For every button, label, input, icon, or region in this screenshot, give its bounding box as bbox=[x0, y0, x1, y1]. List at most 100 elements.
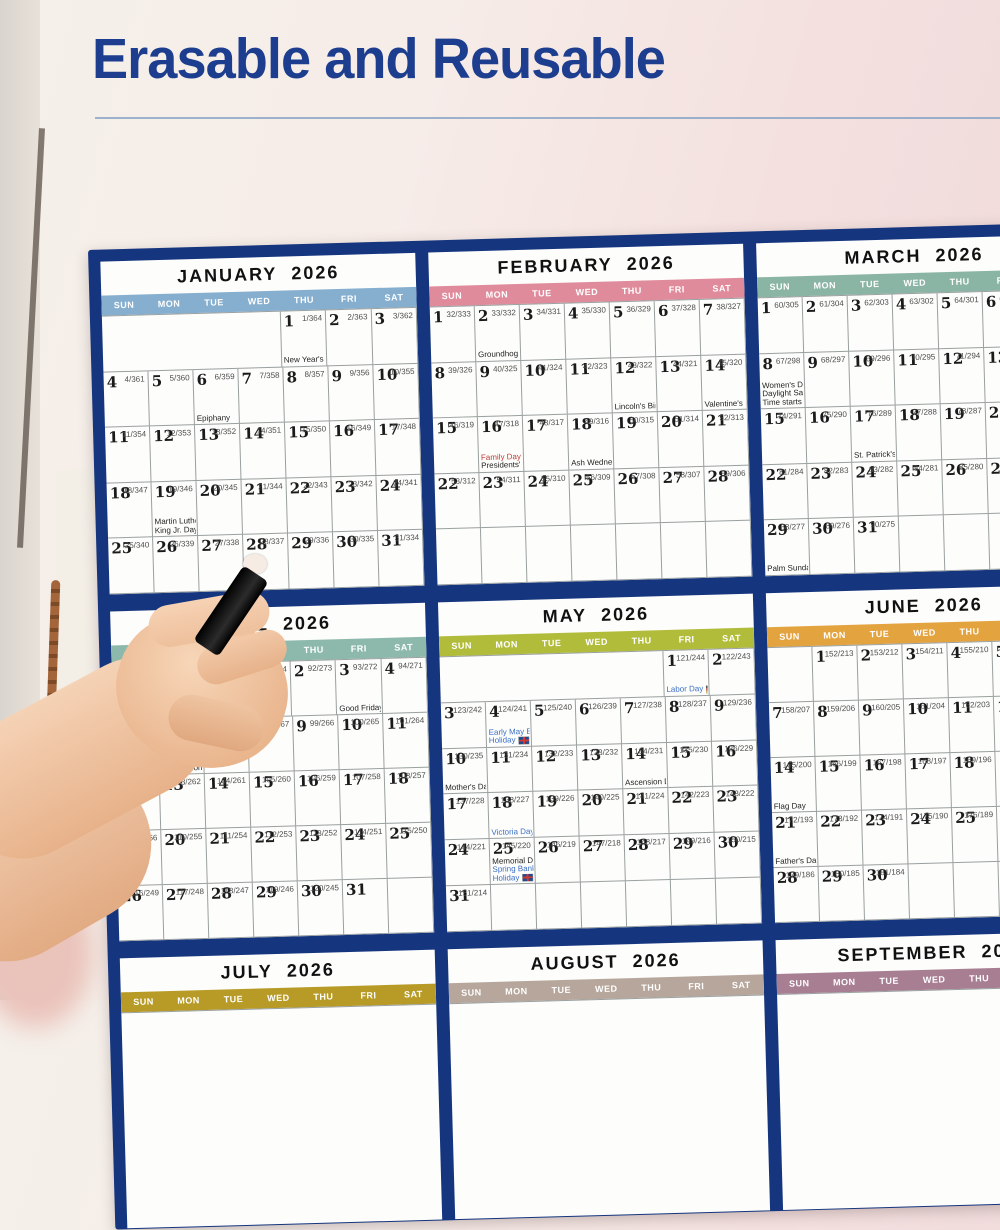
empty-cell bbox=[235, 312, 281, 369]
day-of-year: 154/211 bbox=[915, 646, 944, 656]
day-of-year: 56/309 bbox=[586, 472, 611, 482]
day-of-year: 114/251 bbox=[354, 827, 383, 837]
date-number: 2 bbox=[806, 298, 817, 316]
holiday-label: Holiday bbox=[489, 736, 530, 746]
weekday-label: SUN bbox=[776, 973, 822, 994]
date-number: 9 bbox=[296, 717, 307, 735]
weekday-label: FRI bbox=[674, 976, 720, 997]
day-of-year: 110/255 bbox=[174, 832, 203, 842]
empty-cell bbox=[491, 884, 537, 931]
weekday-label: MON bbox=[821, 972, 867, 993]
day-of-year: 8/357 bbox=[304, 369, 324, 379]
day-of-year: 126/239 bbox=[588, 701, 617, 711]
date-number: 4 bbox=[106, 373, 117, 391]
date-number: 31 bbox=[346, 880, 367, 899]
weekday-label: WED bbox=[902, 622, 948, 643]
day-of-year: 160/205 bbox=[871, 703, 900, 713]
day-of-year: 81/284 bbox=[779, 467, 804, 477]
date-number: 3 bbox=[339, 661, 350, 679]
day-of-year: 165/200 bbox=[783, 760, 812, 770]
day-of-year: 69/296 bbox=[866, 353, 891, 363]
day-of-year: 24/341 bbox=[393, 478, 418, 488]
weekday-label: WED bbox=[892, 272, 938, 293]
day-of-year: 13/352 bbox=[212, 427, 237, 437]
week-row: 19109/25620110/25521111/25422112/2532311… bbox=[116, 823, 432, 887]
weekday-label: TUE bbox=[529, 633, 575, 654]
day-of-year: 1/364 bbox=[302, 313, 322, 323]
day-cell: 19170/195 bbox=[995, 751, 1000, 807]
holiday-label: Father's Day bbox=[775, 856, 816, 866]
empty-cell bbox=[191, 313, 237, 370]
day-of-year: 41/324 bbox=[538, 362, 563, 372]
day-of-year: 93/272 bbox=[353, 662, 378, 672]
date-number: 9 bbox=[331, 367, 342, 385]
weekday-label: SAT bbox=[371, 287, 417, 308]
date-number: 5 bbox=[613, 303, 624, 321]
day-of-year: 155/210 bbox=[959, 645, 988, 655]
day-of-year: 167/198 bbox=[873, 757, 902, 767]
day-of-year: 76/289 bbox=[867, 409, 892, 419]
day-of-year: 152/213 bbox=[825, 649, 854, 659]
day-of-year: 142/223 bbox=[680, 790, 709, 800]
weekday-label: THU bbox=[619, 630, 665, 651]
weekday-label: THU bbox=[609, 280, 655, 301]
day-of-year: 32/333 bbox=[446, 309, 471, 319]
day-of-year: 132/233 bbox=[544, 748, 573, 758]
day-cell: 31 bbox=[343, 879, 390, 935]
weekday-label: THU bbox=[301, 986, 347, 1007]
day-of-year: 16/349 bbox=[346, 423, 371, 433]
day-of-year: 159/206 bbox=[826, 704, 855, 714]
day-of-year: 107/258 bbox=[352, 772, 381, 782]
week-row bbox=[436, 521, 752, 585]
holiday-labels: Flag Day bbox=[774, 801, 815, 811]
day-of-year: 42/323 bbox=[583, 361, 608, 371]
empty-cell bbox=[581, 881, 627, 928]
day-of-year: 119/246 bbox=[265, 885, 294, 895]
holiday-labels: Epiphany bbox=[197, 414, 238, 424]
date-number: 8 bbox=[762, 355, 773, 373]
empty-cell bbox=[618, 651, 664, 698]
day-of-year: 53/312 bbox=[451, 476, 476, 486]
month-june: JUNE 2026SUNMONTUEWEDTHUFRISAT1152/21321… bbox=[766, 584, 1000, 923]
month-title: SEPTEMBER 2026 bbox=[776, 931, 1000, 974]
day-of-year: 149/216 bbox=[682, 836, 711, 846]
empty-cell bbox=[908, 863, 955, 919]
day-of-year: 166/199 bbox=[828, 759, 857, 769]
day-of-year: 77/288 bbox=[912, 408, 937, 418]
weekday-label: MON bbox=[484, 634, 530, 655]
date-number: 6 bbox=[658, 302, 669, 320]
date-number: 1 bbox=[284, 312, 295, 330]
weekday-label: WED bbox=[911, 969, 957, 990]
day-of-year: 38/327 bbox=[716, 302, 741, 312]
weekday-label: THU bbox=[937, 271, 983, 292]
weekday-label: MON bbox=[494, 981, 540, 1002]
day-of-year: 181/184 bbox=[876, 867, 905, 877]
